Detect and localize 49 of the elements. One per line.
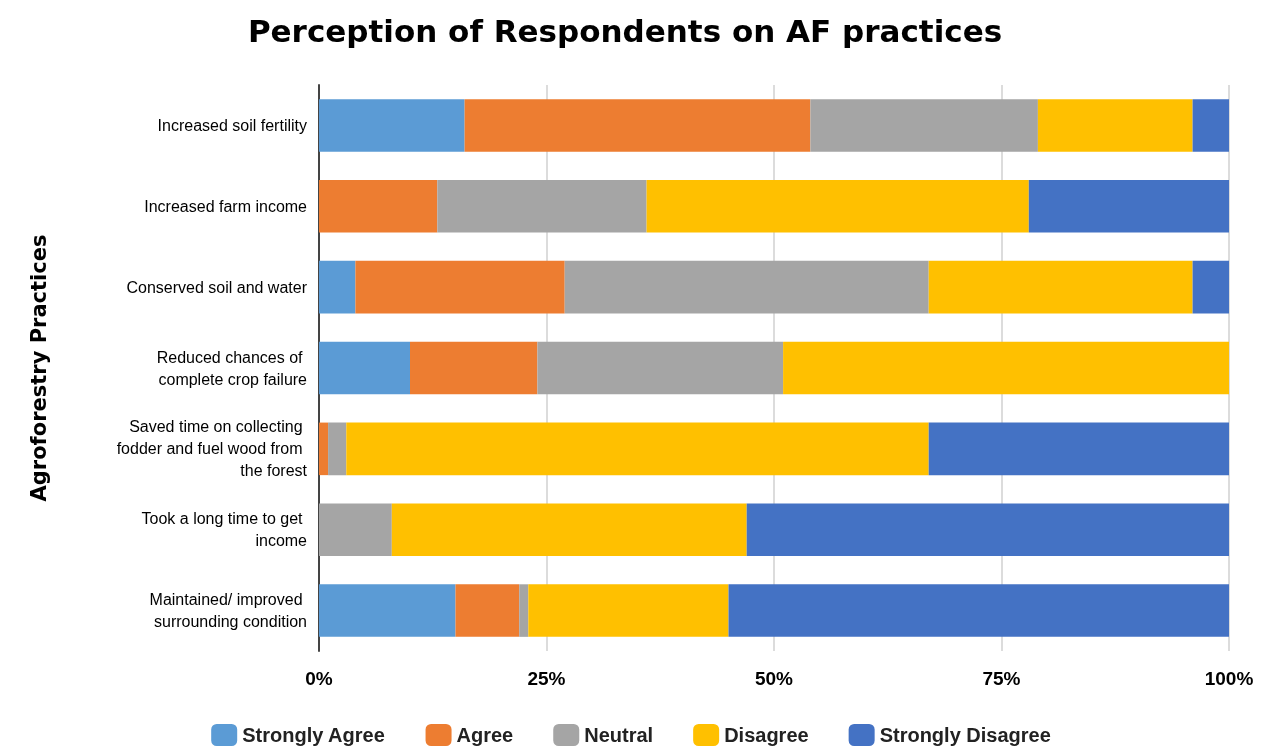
- x-tick-label: 75%: [982, 668, 1021, 689]
- bar: [319, 99, 465, 152]
- bar: [746, 503, 1229, 556]
- x-tick-label: 100%: [1204, 668, 1254, 689]
- legend-label: Neutral: [584, 724, 654, 746]
- y-tick-label: Maintained/ improved surrounding condition: [149, 591, 307, 631]
- y-tick-label: Reduced chances of complete crop failure: [156, 348, 308, 388]
- bar: [319, 422, 329, 476]
- bar: [410, 341, 538, 395]
- bar: [1037, 99, 1193, 152]
- bar: [319, 180, 438, 233]
- bar: [355, 260, 565, 314]
- bar: [528, 584, 729, 637]
- y-tick-label: Increased soil fertility: [157, 116, 307, 134]
- bar: [928, 422, 1229, 476]
- bar: [783, 341, 1229, 395]
- chart-title: Perception of Respondents on AF practices: [247, 12, 1003, 49]
- legend-label: Strongly Agree: [242, 724, 385, 746]
- y-tick-label: Conserved soil and water: [126, 278, 308, 296]
- legend-label: Agree: [456, 724, 514, 746]
- y-tick-label: Saved time on collecting fodder and fuel wood from the forest: [116, 418, 308, 480]
- x-tick-label: 50%: [754, 668, 794, 689]
- bar: [564, 260, 929, 314]
- bar: [728, 584, 1229, 637]
- x-tick-label: 0%: [305, 668, 333, 689]
- bar: [319, 584, 456, 637]
- bar: [810, 99, 1038, 152]
- bar: [319, 503, 392, 556]
- bar: [319, 260, 356, 314]
- bar: [391, 503, 747, 556]
- bar: [537, 341, 784, 395]
- legend-label: Strongly Disagree: [879, 724, 1051, 746]
- bar: [1192, 260, 1229, 314]
- bar: [437, 180, 647, 233]
- bar: [455, 584, 520, 637]
- bar: [519, 584, 529, 637]
- bar: [1192, 99, 1229, 152]
- bar: [1028, 180, 1229, 233]
- bar: [464, 99, 811, 152]
- bar: [646, 180, 1029, 233]
- legend-label: Disagree: [724, 724, 809, 746]
- x-tick-label: 25%: [527, 668, 566, 689]
- y-axis-title: Agroforestry Practices: [26, 234, 51, 502]
- bar: [928, 260, 1193, 314]
- y-tick-label: Took a long time to get income: [141, 510, 308, 550]
- y-tick-label: Increased farm income: [144, 197, 308, 215]
- bar: [346, 422, 929, 476]
- bar: [319, 341, 410, 395]
- bar: [328, 422, 347, 476]
